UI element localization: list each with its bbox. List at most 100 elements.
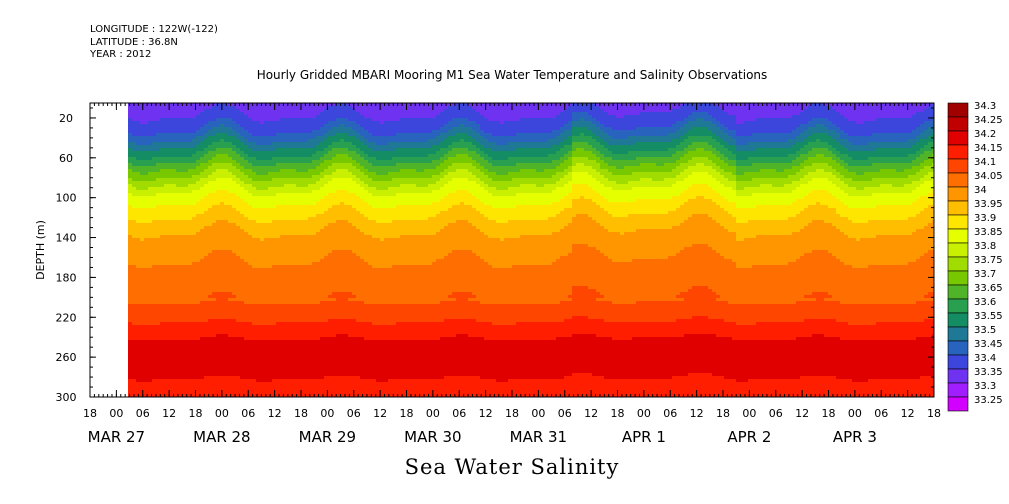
heat-cell: [196, 229, 201, 233]
heat-cell: [296, 205, 301, 209]
heat-cell: [220, 220, 225, 224]
heat-cell: [300, 301, 305, 305]
heat-cell: [196, 274, 201, 278]
heat-cell: [128, 148, 133, 152]
heat-cell: [156, 316, 161, 320]
heat-cell: [192, 325, 197, 329]
heat-cell: [264, 313, 269, 317]
heat-cell: [276, 256, 281, 260]
heat-cell: [236, 163, 241, 167]
heat-cell: [328, 127, 333, 131]
heat-cell: [292, 118, 297, 122]
heat-cell: [144, 241, 149, 245]
heat-cell: [236, 367, 241, 371]
heat-cell: [288, 292, 293, 296]
heat-cell: [224, 331, 229, 335]
heat-cell: [284, 130, 289, 134]
heat-cell: [196, 277, 201, 281]
heat-cell: [132, 265, 137, 269]
heat-cell: [204, 166, 209, 170]
heat-cell: [208, 328, 213, 332]
heat-cell: [164, 175, 169, 179]
heat-cell: [128, 319, 133, 323]
heat-cell: [280, 106, 285, 110]
heat-cell: [164, 358, 169, 362]
heat-cell: [292, 373, 297, 377]
heat-cell: [152, 334, 157, 338]
heat-cell: [308, 151, 313, 155]
heat-cell: [148, 337, 153, 341]
heat-cell: [176, 283, 181, 287]
heat-cell: [196, 181, 201, 185]
heat-cell: [328, 112, 333, 116]
heat-cell: [228, 331, 233, 335]
heat-cell: [244, 373, 249, 377]
heat-cell: [308, 373, 313, 377]
heat-cell: [312, 139, 317, 143]
heat-cell: [312, 130, 317, 134]
heat-cell: [316, 211, 321, 215]
heat-cell: [320, 214, 325, 218]
heat-cell: [148, 253, 153, 257]
heat-cell: [260, 220, 265, 224]
heat-cell: [288, 241, 293, 245]
heat-cell: [296, 142, 301, 146]
heat-cell: [284, 229, 289, 233]
heat-cell: [140, 169, 145, 173]
heat-cell: [132, 142, 137, 146]
heat-cell: [140, 157, 145, 161]
heat-cell: [260, 349, 265, 353]
heat-cell: [248, 112, 253, 116]
heat-cell: [296, 166, 301, 170]
heat-cell: [320, 340, 325, 344]
heat-cell: [268, 304, 273, 308]
heat-cell: [184, 118, 189, 122]
heat-cell: [244, 244, 249, 248]
heat-cell: [280, 181, 285, 185]
heat-cell: [224, 286, 229, 290]
heat-cell: [276, 118, 281, 122]
heat-cell: [284, 253, 289, 257]
heat-cell: [292, 256, 297, 260]
heat-cell: [252, 304, 257, 308]
heat-cell: [164, 265, 169, 269]
heat-cell: [140, 385, 145, 389]
heat-cell: [132, 319, 137, 323]
heat-cell: [188, 373, 193, 377]
heat-cell: [140, 307, 145, 311]
heat-cell: [132, 286, 137, 290]
heat-cell: [256, 235, 261, 239]
heat-cell: [272, 373, 277, 377]
heat-cell: [212, 148, 217, 152]
heat-cell: [152, 202, 157, 206]
heat-cell: [140, 202, 145, 206]
heat-cell: [288, 106, 293, 110]
heat-cell: [196, 262, 201, 266]
heat-cell: [268, 169, 273, 173]
heat-cell: [156, 277, 161, 281]
heat-cell: [188, 370, 193, 374]
heat-cell: [212, 295, 217, 299]
heat-cell: [136, 373, 141, 377]
heat-cell: [128, 205, 133, 209]
heat-cell: [232, 121, 237, 125]
heat-cell: [240, 127, 245, 131]
heat-cell: [156, 148, 161, 152]
heat-cell: [320, 265, 325, 269]
heat-cell: [292, 259, 297, 263]
heat-cell: [300, 295, 305, 299]
heat-cell: [180, 352, 185, 356]
heat-cell: [308, 238, 313, 242]
heat-cell: [144, 319, 149, 323]
heat-cell: [136, 127, 141, 131]
heat-cell: [260, 292, 265, 296]
heat-cell: [268, 136, 273, 140]
heat-cell: [312, 322, 317, 326]
heat-cell: [312, 337, 317, 341]
heat-cell: [320, 259, 325, 263]
heat-cell: [316, 187, 321, 191]
heat-cell: [140, 133, 145, 137]
heat-cell: [192, 235, 197, 239]
heat-cell: [156, 358, 161, 362]
heat-cell: [176, 331, 181, 335]
